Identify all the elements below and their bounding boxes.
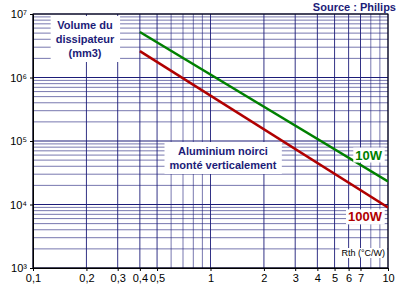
grid (33, 14, 388, 268)
plot: 0,10,20,30,40,512345671010³10⁴10⁵10⁶10⁷1… (10, 8, 395, 284)
tick: 10³ (11, 262, 33, 274)
lines (140, 32, 388, 207)
tick: 0,3 (111, 268, 126, 284)
tick: 2 (261, 268, 267, 284)
series-labels: 10W 100W (346, 148, 385, 225)
tick-label: 10⁶ (10, 72, 27, 84)
source: Source : Philips (313, 1, 396, 13)
tick-label: 3 (293, 272, 299, 284)
series-line (140, 51, 388, 207)
tick: 4 (315, 268, 321, 284)
text-background (51, 16, 120, 62)
label-background (346, 209, 385, 224)
tick: 3 (293, 268, 299, 284)
tick-label: 5 (332, 272, 338, 284)
tick-label: 10⁴ (10, 199, 27, 211)
plot-background (33, 14, 388, 268)
tick: 10⁴ (10, 199, 33, 211)
tick: 7 (358, 268, 364, 284)
tick: 1 (208, 268, 214, 284)
tick-label: 7 (358, 272, 364, 284)
tick: 10⁵ (10, 135, 33, 147)
tick-label: 10⁷ (11, 8, 27, 20)
tick-label: 0,4 (133, 272, 148, 284)
series-label: 10W (355, 148, 382, 163)
grid-line (33, 77, 388, 78)
tick: 0,1 (26, 268, 41, 284)
text-background (165, 142, 282, 174)
y-axis: 10³ 10⁴ 10⁵ 10⁶ 10⁷ (10, 8, 33, 274)
annotation-box: Aluminium noircimonté verticalement (165, 142, 282, 174)
tick-label: 2 (261, 272, 267, 284)
tick-label: 0,2 (79, 272, 94, 284)
tick: 0,5 (150, 268, 165, 284)
label-background (353, 148, 384, 163)
tick: 0,4 (133, 268, 148, 284)
annotations: Volume dudissipateur(mm3) Aluminium noirc… (51, 16, 387, 258)
tick-label: 4 (315, 272, 321, 284)
annotation: Aluminium noircimonté verticalement (170, 145, 277, 171)
tick-label: 0,5 (150, 272, 165, 284)
x-axis: 0,1 0,2 0,3 0,40,5 1 2 3 4567 10 (26, 268, 395, 284)
tick: 0,2 (79, 268, 94, 284)
series-line (140, 32, 388, 181)
tick-label: 10⁵ (10, 135, 27, 147)
chart: 0,10,20,30,40,512345671010³10⁴10⁵10⁶10⁷1… (0, 0, 400, 300)
tick: 5 (332, 268, 338, 284)
tick: 10⁶ (10, 72, 33, 84)
x-axis-title: Rth (°C/W) (341, 248, 385, 258)
tick-label: 0,3 (111, 272, 126, 284)
tick: 10 (382, 268, 394, 284)
tick: 6 (346, 268, 352, 284)
y-axis-title-box: Volume dudissipateur(mm3) (51, 16, 120, 62)
text-background (339, 248, 387, 258)
tick-label: 6 (346, 272, 352, 284)
grid-line (33, 140, 388, 141)
y-axis-title: Volume dudissipateur(mm3) (56, 19, 115, 59)
tick: 10⁷ (11, 8, 33, 20)
tick-label: 10³ (11, 262, 27, 274)
grid-line (33, 204, 388, 205)
series-label: 100W (348, 209, 383, 224)
tick-label: 1 (208, 272, 214, 284)
tick-label: 10 (382, 272, 394, 284)
tick-label: 0,1 (26, 272, 41, 284)
plot-frame (33, 14, 388, 268)
